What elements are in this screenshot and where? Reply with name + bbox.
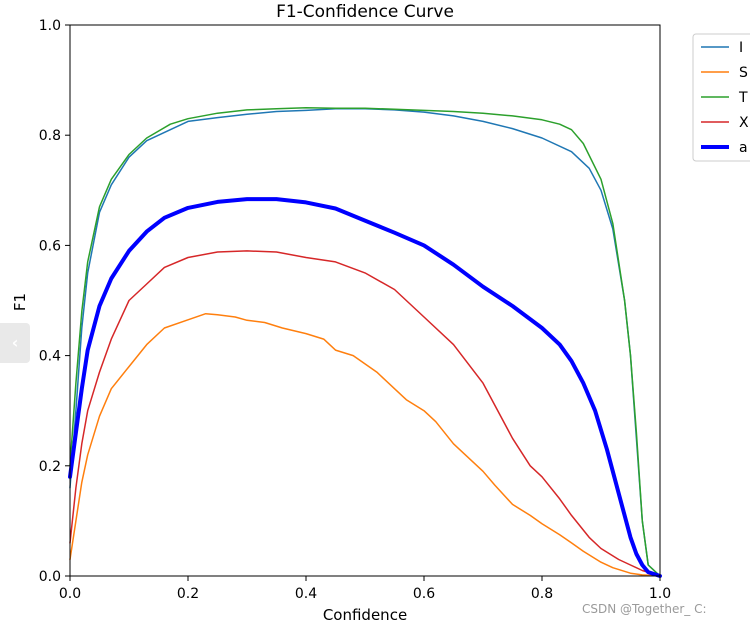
y-tick-label: 0.4: [39, 349, 61, 365]
x-tick-label: 0.4: [295, 586, 317, 602]
y-tick-label: 0.2: [39, 459, 61, 475]
y-tick-label: 0.0: [39, 569, 61, 585]
x-tick-label: 0.2: [177, 586, 199, 602]
x-tick-label: 0.0: [59, 586, 81, 602]
x-axis-ticks: 0.0 0.2 0.4 0.6 0.8 1.0: [59, 576, 671, 602]
series-line-a: [68, 197, 662, 578]
y-tick-label: 0.6: [39, 238, 61, 254]
chart-title: F1-Confidence Curve: [276, 2, 454, 22]
plot-area: [68, 24, 662, 578]
legend-entry-label: a: [739, 140, 748, 156]
legend-entry-label: T: [738, 90, 748, 106]
axes-frame: [69, 24, 661, 577]
legend-entry-label: S: [739, 65, 748, 81]
legend-entry-label: I: [739, 40, 743, 56]
y-tick-label: 1.0: [39, 18, 61, 34]
series-line-X: [69, 250, 661, 577]
x-tick-label: 0.8: [531, 586, 553, 602]
legend-entry-label: X: [739, 115, 749, 131]
series-line-S: [69, 312, 661, 577]
chevron-left-icon: ‹: [11, 333, 19, 352]
y-tick-label: 0.8: [39, 128, 61, 144]
x-tick-label: 1.0: [649, 586, 671, 602]
series-line-T: [69, 106, 661, 577]
watermark-text: CSDN @Together_ C:: [582, 602, 707, 616]
y-axis-ticks: 0.0 0.2 0.4 0.6 0.8 1.0: [39, 18, 70, 585]
x-tick-label: 0.6: [413, 586, 435, 602]
y-axis-label: F1: [11, 293, 29, 311]
x-axis-label: Confidence: [323, 606, 407, 624]
side-collapse-tab[interactable]: ‹: [0, 323, 30, 363]
